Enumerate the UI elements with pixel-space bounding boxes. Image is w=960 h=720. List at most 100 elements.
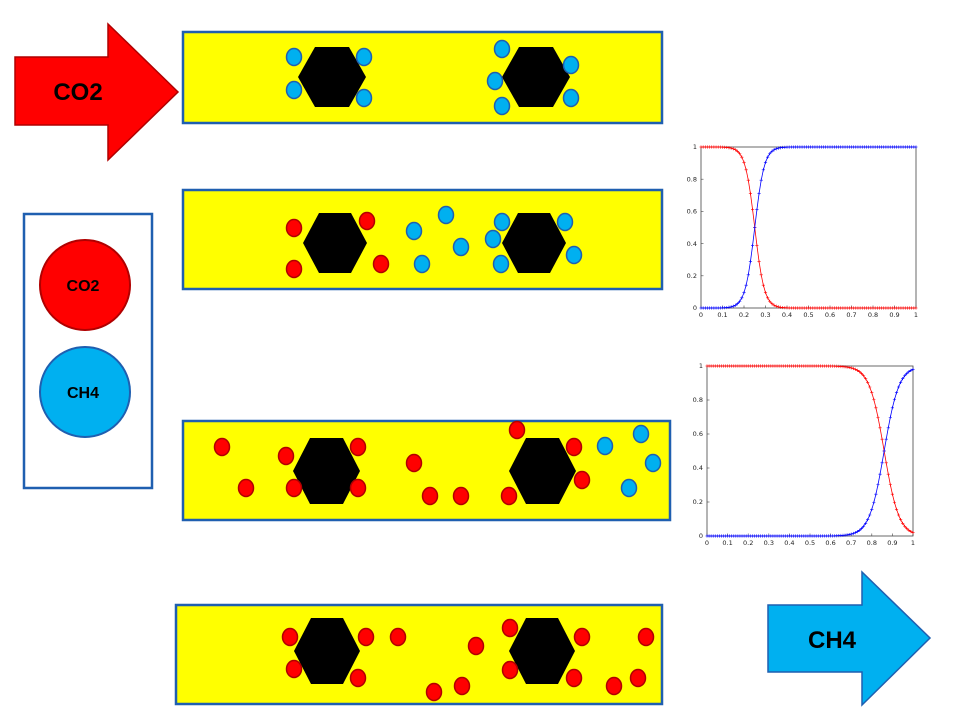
x-tick-label: 0.2 <box>739 311 749 319</box>
series-marker <box>748 259 753 264</box>
y-tick-label: 0 <box>693 304 697 312</box>
series-marker <box>872 500 876 504</box>
series-marker <box>872 398 876 402</box>
series-marker <box>727 146 731 150</box>
series-marker <box>857 370 862 374</box>
series-marker <box>847 532 851 537</box>
series-marker <box>731 147 735 151</box>
series-marker <box>738 152 742 156</box>
series-marker <box>759 273 763 277</box>
series-marker <box>855 530 859 534</box>
series-marker <box>751 208 755 212</box>
series-marker <box>755 243 759 247</box>
series-marker <box>861 524 866 528</box>
series-marker <box>884 437 888 441</box>
x-tick-label: 1 <box>914 311 918 319</box>
series-marker <box>746 273 750 277</box>
co2-molecules <box>213 420 591 506</box>
series-marker <box>847 365 851 370</box>
series-marker <box>768 299 772 303</box>
legend-co2-label: CO2 <box>67 278 100 295</box>
series-marker <box>892 398 897 402</box>
column-stage-4 <box>174 603 664 706</box>
column-stage-3 <box>181 419 672 522</box>
series-marker <box>768 152 772 156</box>
adsorbent-hexagon-icon <box>298 47 366 107</box>
series-marker <box>853 531 857 535</box>
adsorbent-hexagon-icon <box>502 213 566 273</box>
series-marker <box>753 225 757 230</box>
series-marker <box>888 483 892 487</box>
series-marker <box>882 449 886 453</box>
y-tick-label: 0.4 <box>693 464 703 472</box>
series-marker <box>742 291 746 295</box>
x-tick-label: 0.7 <box>846 311 856 319</box>
series-marker <box>876 415 880 419</box>
series-marker <box>866 518 870 522</box>
x-tick-label: 0.7 <box>846 539 856 547</box>
series-marker <box>851 531 855 536</box>
series-marker <box>914 145 918 149</box>
series-marker <box>759 178 763 182</box>
series-marker <box>907 370 911 374</box>
series-marker <box>746 178 750 182</box>
adsorbent-hexagon-icon <box>294 618 360 684</box>
series-marker <box>911 531 915 535</box>
breakthrough-chart-2: 0 0.1 0.2 0.3 0.4 0.5 0.6 0.7 0.8 0.9 1 0 0.2 0.4 0.6 0… <box>686 362 924 554</box>
adsorbent-hexagon-icon <box>303 213 367 273</box>
adsorbent-hexagon-icon <box>502 47 570 107</box>
series-marker <box>755 208 759 212</box>
x-tick-label: 0.8 <box>868 311 878 319</box>
series-marker <box>742 160 746 164</box>
series-marker <box>763 291 768 295</box>
y-tick-label: 0.2 <box>693 498 703 506</box>
series-marker <box>884 461 888 465</box>
series-marker <box>886 426 890 430</box>
breakthrough-chart-1: 0 0.1 0.2 0.3 0.4 0.5 0.6 0.7 0.8 0.9 1 0 0.2 0.4 0.6 0… <box>679 140 922 325</box>
series-marker <box>735 302 740 306</box>
y-tick-label: 0.8 <box>687 175 697 183</box>
x-tick-label: 0.2 <box>743 539 753 547</box>
x-tick-label: 0.6 <box>825 311 835 319</box>
series-marker <box>886 472 890 476</box>
series-marker <box>868 385 872 389</box>
series-marker <box>866 380 870 384</box>
series-marker <box>890 492 894 496</box>
x-tick-label: 0.9 <box>887 539 897 547</box>
series-marker <box>874 406 878 410</box>
series-marker <box>772 303 776 307</box>
ch4-molecules <box>596 424 662 498</box>
legend: CO2 CH4 <box>22 212 154 490</box>
series-marker <box>864 521 868 525</box>
series-marker <box>859 371 864 376</box>
series-marker <box>740 155 744 159</box>
series-marker <box>738 299 742 303</box>
series-marker <box>849 366 853 370</box>
series-marker <box>914 306 918 310</box>
adsorbent-hexagon-icon <box>509 618 575 684</box>
series-marker <box>776 146 780 150</box>
x-tick-label: 0.1 <box>722 539 732 547</box>
series-marker <box>731 304 735 308</box>
series-marker <box>903 374 907 378</box>
x-tick-label: 0.6 <box>825 539 835 547</box>
series-marker <box>859 526 864 531</box>
series-marker <box>901 521 905 525</box>
series-marker <box>894 391 899 395</box>
ch4-outlet-arrow: CH4 <box>767 570 932 707</box>
series-marker <box>903 524 907 528</box>
y-tick-label: 0.6 <box>687 208 697 216</box>
x-tick-label: 0.4 <box>782 311 792 319</box>
chart-1-axes-box <box>700 146 917 309</box>
series-marker <box>874 492 878 496</box>
ch4-molecules <box>405 205 583 274</box>
series-marker <box>876 483 880 487</box>
x-tick-label: 0.5 <box>805 539 815 547</box>
series-marker <box>761 283 765 287</box>
series-marker <box>861 374 866 378</box>
x-tick-label: 0.8 <box>867 539 877 547</box>
series-marker <box>729 305 733 309</box>
ch4-molecules <box>285 39 580 116</box>
y-tick-label: 0.4 <box>687 240 697 248</box>
series-marker <box>905 526 909 531</box>
